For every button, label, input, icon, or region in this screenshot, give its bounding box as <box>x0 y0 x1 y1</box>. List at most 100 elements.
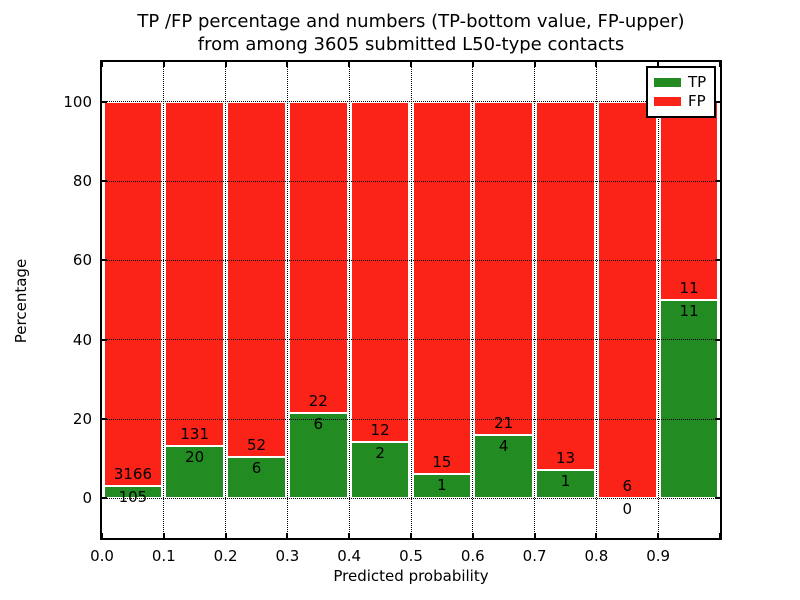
x-tick-bottom <box>101 533 103 538</box>
legend-item-fp: FP <box>654 93 706 110</box>
bar-tp-segment <box>227 457 286 499</box>
legend: TP FP <box>646 66 717 118</box>
x-tick-label: 0.8 <box>584 547 609 565</box>
x-tick-bottom <box>595 533 598 538</box>
x-tick-label: 0.7 <box>522 547 547 565</box>
y-tick-label: 40 <box>72 330 92 349</box>
bar-fp-count: 15 <box>432 452 452 471</box>
bar-tp-count: 1 <box>437 475 447 494</box>
x-tick-bottom <box>471 533 474 538</box>
x-tick-top <box>533 62 536 67</box>
bar-fp-segment <box>597 101 657 499</box>
chart-title: TP /FP percentage and numbers (TP-bottom… <box>11 10 800 56</box>
x-tick-label: 0.4 <box>337 547 362 565</box>
v-gridline <box>657 62 659 538</box>
bar-fp-segment <box>103 101 163 486</box>
x-tick-label: 0.0 <box>90 547 114 565</box>
bar-fp-count: 6 <box>622 477 633 496</box>
x-tick-top <box>719 62 721 67</box>
x-tick-top <box>348 62 351 67</box>
bar-fp-segment <box>474 101 534 435</box>
x-tick-bottom <box>162 533 165 538</box>
bar-tp-count: 4 <box>498 436 509 455</box>
y-tick-right <box>715 338 720 341</box>
bar-fp-segment <box>288 101 348 414</box>
x-tick-top <box>162 62 165 67</box>
x-tick-label: 0.2 <box>213 547 238 565</box>
y-tick-label: 0 <box>82 489 92 508</box>
chart-title-line2: from among 3605 submitted L50-type conta… <box>197 34 625 55</box>
v-gridline <box>348 62 350 538</box>
bar-fp-segment <box>350 101 410 442</box>
x-tick-label: 0.9 <box>646 547 671 565</box>
x-tick-label: 0.5 <box>399 547 423 565</box>
x-tick-top <box>471 62 474 67</box>
y-tick-left <box>102 497 107 500</box>
x-tick-bottom <box>410 533 412 538</box>
bar-tp-segment <box>659 300 719 499</box>
x-tick-top <box>286 62 289 67</box>
x-tick-label: 0.3 <box>275 547 300 565</box>
bar-fp-segment <box>412 101 472 474</box>
y-tick-left <box>102 259 107 262</box>
bar-fp-count: 3166 <box>113 464 152 483</box>
x-tick-bottom <box>533 533 536 538</box>
h-gridline <box>102 339 720 341</box>
bar-fp-count: 21 <box>494 413 514 432</box>
x-tick-top <box>101 62 103 67</box>
bar-fp-segment <box>536 101 595 470</box>
bar-tp-count: 11 <box>679 302 699 320</box>
chart-title-line1: TP /FP percentage and numbers (TP-bottom… <box>137 11 685 32</box>
h-gridline <box>102 418 720 420</box>
bar-tp-segment <box>350 441 410 499</box>
x-tick-top <box>595 62 598 67</box>
bar-fp-count: 11 <box>679 279 699 297</box>
y-tick-label: 80 <box>72 172 92 190</box>
bar-tp-segment <box>165 445 225 499</box>
bar-tp-count: 0 <box>622 500 633 519</box>
v-gridline <box>163 62 165 538</box>
bar-tp-count: 105 <box>118 487 148 506</box>
bar-tp-count: 1 <box>560 472 571 490</box>
y-tick-label: 100 <box>63 92 92 111</box>
x-tick-top <box>410 62 412 67</box>
x-tick-bottom <box>224 533 227 538</box>
bar-fp-count: 131 <box>180 424 209 443</box>
bar-fp-count: 22 <box>308 392 328 411</box>
y-tick-left <box>102 100 107 103</box>
v-gridline <box>286 62 288 538</box>
bar-tp-count: 20 <box>185 447 205 466</box>
bar-fp-segment <box>165 101 225 446</box>
bar-fp-segment <box>659 101 719 300</box>
bar-fp-segment <box>227 101 286 458</box>
y-tick-left <box>102 418 107 420</box>
bar-tp-segment <box>412 473 472 499</box>
x-tick-bottom <box>348 533 351 538</box>
legend-item-tp: TP <box>654 74 706 91</box>
v-gridline <box>225 62 227 538</box>
plot-area: 3166 105 131 20 52 6 22 6 12 2 15 1 21 4 13 1 6 0 11 11 <box>100 60 722 540</box>
h-gridline <box>102 180 720 182</box>
y-tick-right <box>715 259 720 262</box>
y-axis-label: Percentage <box>12 258 30 344</box>
bar-tp-segment <box>103 485 163 499</box>
y-tick-right <box>715 100 720 103</box>
x-tick-bottom <box>719 533 721 538</box>
h-gridline <box>102 101 720 103</box>
x-axis-label: Predicted probability <box>333 567 489 585</box>
x-tick-bottom <box>657 533 660 538</box>
x-tick-label: 0.1 <box>151 547 176 565</box>
h-gridline <box>102 259 720 261</box>
y-tick-left <box>102 180 107 182</box>
bar-fp-count: 12 <box>370 420 390 439</box>
v-gridline <box>595 62 597 538</box>
y-tick-label: 20 <box>72 410 92 428</box>
v-gridline <box>410 62 412 538</box>
x-tick-top <box>657 62 660 67</box>
bar-fp-count: 13 <box>555 449 576 467</box>
y-tick-right <box>715 180 720 182</box>
bar-tp-count: 2 <box>375 443 385 462</box>
legend-label-fp: FP <box>688 92 706 110</box>
x-tick-top <box>224 62 227 67</box>
